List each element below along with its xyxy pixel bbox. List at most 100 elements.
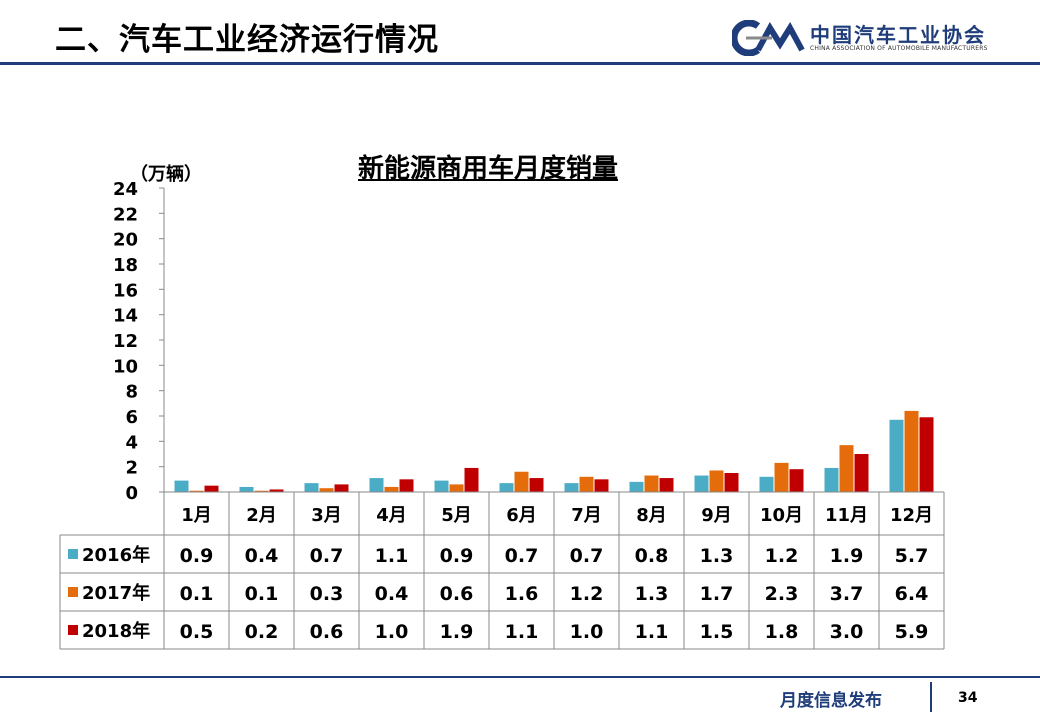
data-label: 1.3 (635, 583, 669, 605)
data-label: 1.7 (700, 583, 734, 605)
category-label: 6月 (506, 505, 537, 526)
y-tick-label: 18 (113, 255, 138, 276)
bar-1-8 (629, 481, 644, 492)
data-label: 1.2 (570, 583, 604, 605)
legend-key-2 (68, 587, 78, 597)
footer-label: 月度信息发布 (780, 691, 882, 711)
bar-3-12 (919, 417, 934, 492)
data-label: 0.7 (570, 545, 604, 567)
y-tick-label: 20 (113, 230, 138, 251)
data-label: 0.4 (375, 583, 409, 605)
data-label: 1.1 (505, 621, 539, 643)
bar-3-9 (724, 473, 739, 492)
y-tick-label: 14 (113, 306, 138, 327)
data-label: 3.0 (830, 621, 864, 643)
data-label: 0.8 (635, 545, 669, 567)
y-tick-label: 4 (125, 432, 138, 453)
data-label: 5.7 (895, 545, 929, 567)
bar-3-5 (464, 467, 479, 492)
bar-1-2 (239, 486, 254, 492)
category-label: 4月 (376, 505, 407, 526)
bar-2-9 (709, 470, 724, 492)
bar-1-6 (499, 483, 514, 492)
bar-1-5 (434, 480, 449, 492)
data-label: 5.9 (895, 621, 929, 643)
bar-3-1 (204, 485, 219, 492)
logo-chinese-name: 中国汽车工业协会 (810, 23, 986, 47)
bar-3-11 (854, 454, 869, 492)
category-label: 11月 (825, 505, 868, 526)
y-tick-label: 8 (125, 382, 138, 403)
data-label: 0.4 (245, 545, 279, 567)
data-label: 1.0 (570, 621, 604, 643)
data-label: 0.1 (180, 583, 214, 605)
data-label: 1.5 (700, 621, 734, 643)
data-label: 0.9 (180, 545, 214, 567)
data-label: 0.5 (180, 621, 214, 643)
bar-3-7 (594, 479, 609, 492)
category-label: 8月 (636, 505, 667, 526)
footer-divider (0, 676, 1040, 678)
bar-1-7 (564, 483, 579, 492)
y-tick-label: 6 (125, 407, 138, 428)
data-label: 0.6 (310, 621, 344, 643)
y-tick-label: 24 (113, 179, 138, 200)
category-label: 5月 (441, 505, 472, 526)
association-logo: 中国汽车工业协会 CHINA ASSOCIATION OF AUTOMOBILE… (732, 18, 1012, 58)
category-label: 9月 (701, 505, 732, 526)
cam-logo-icon (732, 20, 805, 56)
bar-1-4 (369, 478, 384, 492)
y-tick-label: 12 (113, 331, 138, 352)
y-tick-label: 16 (113, 280, 138, 301)
data-label: 1.9 (830, 545, 864, 567)
category-label: 10月 (760, 505, 803, 526)
data-label: 0.6 (440, 583, 474, 605)
data-label: 1.6 (505, 583, 539, 605)
bar-3-10 (789, 469, 804, 492)
bar-1-9 (694, 475, 709, 492)
category-label: 1月 (181, 505, 212, 526)
bar-3-2 (269, 489, 284, 492)
category-label: 12月 (890, 505, 933, 526)
bar-1-12 (889, 419, 904, 492)
y-tick-label: 2 (125, 458, 138, 479)
data-label: 0.3 (310, 583, 344, 605)
y-tick-label: 0 (125, 483, 138, 504)
bar-2-2 (254, 490, 269, 492)
bar-2-12 (904, 410, 919, 492)
bar-1-3 (304, 483, 319, 492)
legend-label: 2016年 (82, 544, 150, 566)
data-label: 0.7 (505, 545, 539, 567)
bar-3-3 (334, 484, 349, 492)
data-label: 0.1 (245, 583, 279, 605)
data-label: 0.9 (440, 545, 474, 567)
bar-3-4 (399, 479, 414, 492)
legend-label: 2017年 (82, 582, 150, 604)
legend-key-1 (68, 549, 78, 559)
bar-2-10 (774, 462, 789, 492)
data-label: 3.7 (830, 583, 864, 605)
bar-2-3 (319, 488, 334, 492)
data-label: 1.9 (440, 621, 474, 643)
bar-2-6 (514, 471, 529, 492)
page-number: 34 (958, 690, 978, 706)
header-divider (0, 62, 1040, 65)
y-axis-unit-label: （万辆） (130, 164, 202, 185)
data-label: 1.0 (375, 621, 409, 643)
bar-1-10 (759, 476, 774, 492)
bar-2-11 (839, 445, 854, 492)
footer-separator (930, 682, 932, 712)
category-label: 7月 (571, 505, 602, 526)
bar-2-7 (579, 476, 594, 492)
data-label: 1.1 (375, 545, 409, 567)
data-label: 0.7 (310, 545, 344, 567)
bar-3-8 (659, 478, 674, 492)
data-label: 2.3 (765, 583, 799, 605)
bar-3-6 (529, 478, 544, 492)
data-label: 6.4 (895, 583, 929, 605)
data-label: 1.8 (765, 621, 799, 643)
data-label: 1.2 (765, 545, 799, 567)
chart-title: 新能源商用车月度销量 (358, 154, 619, 184)
bar-2-4 (384, 486, 399, 492)
